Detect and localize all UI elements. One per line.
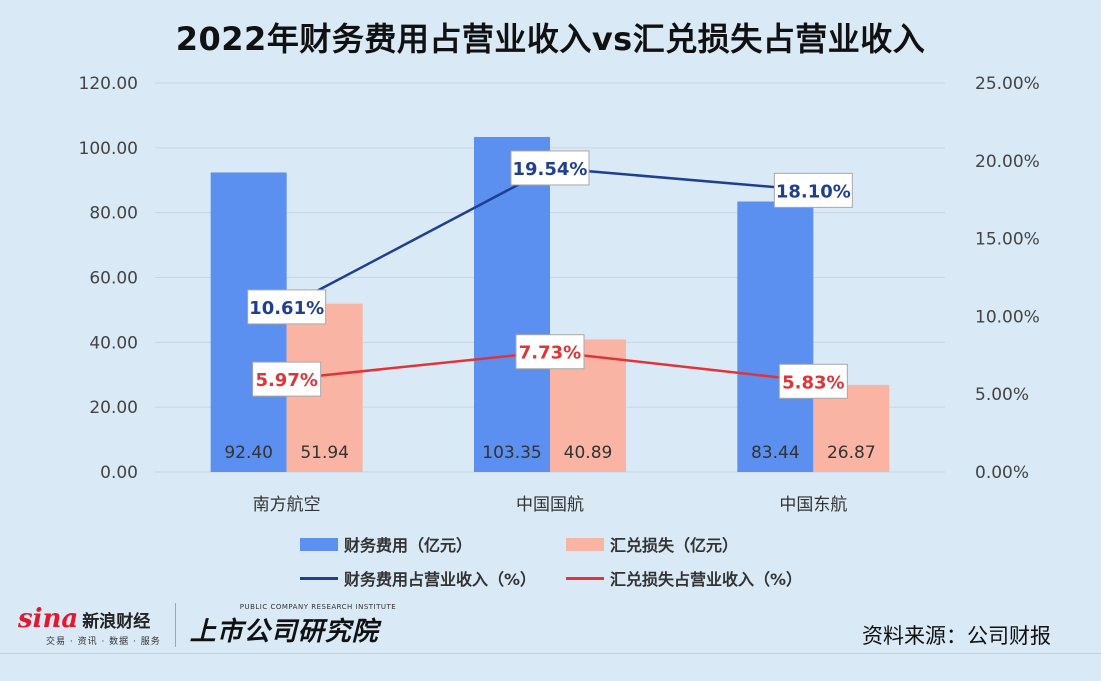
finance-ratio-label: 18.10% (776, 181, 851, 202)
institute-english-name: PUBLIC COMPANY RESEARCH INSTITUTE (239, 602, 397, 611)
legend-item-fx-line: 汇兑损失占营业收入（%） (566, 566, 802, 590)
brand-divider (174, 603, 176, 647)
finance-ratio-label: 10.61% (249, 298, 324, 319)
legend-swatch-finance-line (300, 576, 338, 580)
left-tick-label: 0.00 (100, 463, 138, 483)
category-label: 中国东航 (779, 495, 847, 515)
category-label: 南方航空 (253, 495, 321, 515)
left-tick-label: 20.00 (89, 398, 138, 418)
legend-label-fx-line: 汇兑损失占营业收入（%） (610, 570, 803, 589)
bar-value-labels: 92.40 103.35 83.44 51.94 40.89 26.87 (224, 443, 875, 463)
finance-bar (474, 136, 550, 472)
right-tick-label: 20.00% (975, 152, 1040, 172)
finance-ratio-label-box (773, 172, 853, 208)
legend-label-fx-bar: 汇兑损失（亿元） (610, 536, 739, 555)
finance-bar (737, 201, 814, 473)
sina-tagline: 交易 · 资讯 · 数据 · 服务 (46, 636, 161, 647)
legend-label-finance-bar: 财务费用（亿元） (344, 536, 473, 555)
sina-wordmark: sina (18, 603, 79, 634)
fx-ratio-label: 5.97% (255, 370, 317, 391)
right-tick-label: 15.00% (975, 230, 1040, 250)
research-institute-logo: PUBLIC COMPANY RESEARCH INSTITUTE 上市公司研究… (190, 603, 396, 648)
bar-value-label: 40.89 (564, 443, 613, 463)
right-tick-label: 0.00% (975, 463, 1029, 483)
bar-value-label: 83.44 (751, 443, 800, 463)
right-axis-ticks: 0.00% 5.00% 10.00% 15.00% 20.00% 25.00% (975, 74, 1040, 483)
legend-swatch-fx-line (566, 576, 604, 580)
left-axis-ticks: 0.00 20.00 40.00 60.00 80.00 100.00 120.00 (79, 74, 138, 483)
fx-ratio-label-box (515, 334, 585, 370)
legend-swatch-finance-bar (300, 537, 338, 551)
bar-value-label: 51.94 (300, 443, 349, 463)
chart-title: 2022年财务费用占营业收入vs汇兑损失占营业收入 (175, 20, 926, 58)
bar-value-label: 26.87 (827, 443, 876, 463)
category-labels: 南方航空 中国国航 中国东航 (253, 495, 848, 515)
left-tick-label: 80.00 (89, 204, 138, 224)
fx-ratio-label-box (252, 361, 322, 397)
left-tick-label: 100.00 (79, 139, 138, 159)
right-tick-label: 10.00% (975, 307, 1040, 327)
data-source: 资料来源：公司财报 (862, 624, 1051, 648)
line-value-labels: 10.61% 19.54% 18.10% 5.97% 7.73% 5.83% (247, 150, 853, 399)
left-tick-label: 60.00 (89, 269, 138, 289)
legend-label-finance-line: 财务费用占营业收入（%） (344, 570, 537, 589)
legend-item-fx-bar: 汇兑损失（亿元） (566, 532, 738, 556)
bar-value-label: 92.40 (224, 443, 273, 463)
legend-item-finance-line: 财务费用占营业收入（%） (300, 566, 536, 590)
finance-ratio-label: 19.54% (513, 159, 588, 180)
fx-bar (813, 384, 890, 472)
footer-divider (0, 653, 1101, 654)
finance-ratio-label-box (247, 289, 327, 325)
category-label: 中国国航 (516, 495, 584, 515)
sina-finance-name: 新浪财经 (82, 611, 151, 632)
brand-area: sina 新浪财经 交易 · 资讯 · 数据 · 服务 PUBLIC COMPA… (18, 600, 396, 650)
sina-finance-logo: sina 新浪财经 交易 · 资讯 · 数据 · 服务 (18, 604, 161, 647)
fx-ratio-label: 5.83% (782, 372, 844, 393)
left-tick-label: 120.00 (79, 74, 138, 94)
legend-item-finance-bar: 财务费用（亿元） (300, 532, 472, 556)
right-tick-label: 25.00% (975, 74, 1040, 94)
institute-chinese-name: 上市公司研究院 (189, 616, 379, 647)
left-tick-label: 40.00 (89, 333, 138, 353)
fx-ratio-label: 7.73% (519, 343, 581, 364)
right-tick-label: 5.00% (975, 385, 1029, 405)
finance-ratio-label-box (510, 150, 590, 186)
legend-swatch-fx-bar (566, 537, 604, 551)
fx-ratio-label-box (778, 363, 848, 399)
bar-value-label: 103.35 (482, 443, 541, 463)
